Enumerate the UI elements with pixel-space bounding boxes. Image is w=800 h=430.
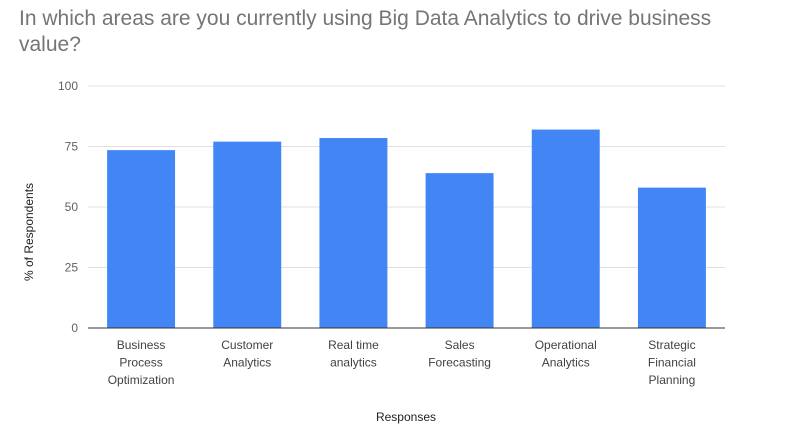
x-category-label-line: Financial (648, 356, 696, 370)
y-tick-label: 0 (71, 321, 78, 335)
bar (637, 187, 706, 328)
y-axis-title: % of Respondents (22, 183, 36, 281)
x-category-label-line: Sales (445, 338, 475, 352)
bar (319, 138, 388, 328)
x-category-label-line: Customer (221, 338, 273, 352)
y-axis-ticks: 0 25 50 75 100 (58, 79, 78, 335)
x-category-label: Sales Forecasting (428, 338, 491, 370)
x-category-label-line: Strategic (648, 338, 695, 352)
x-category-label: Customer Analytics (221, 338, 273, 370)
bar (425, 173, 494, 328)
x-category-label-line: Analytics (223, 356, 271, 370)
x-category-label-line: Analytics (542, 356, 590, 370)
x-category-label-line: analytics (330, 356, 377, 370)
bars (107, 129, 706, 328)
x-category-label-line: Optimization (108, 373, 175, 387)
x-category-label: Business Process Optimization (108, 338, 175, 387)
x-category-label: Real time analytics (328, 338, 379, 370)
bar (107, 150, 176, 328)
x-axis-title: Responses (376, 410, 436, 424)
x-category-label: Operational Analytics (535, 338, 597, 370)
x-category-label-line: Process (119, 356, 162, 370)
x-category-label: Strategic Financial Planning (648, 338, 696, 387)
bar (531, 129, 600, 328)
y-tick-label: 50 (65, 200, 79, 214)
y-tick-label: 100 (58, 79, 78, 93)
x-category-label-line: Forecasting (428, 356, 491, 370)
x-category-label-line: Planning (649, 373, 696, 387)
y-tick-label: 75 (65, 140, 79, 154)
x-category-label-line: Business (117, 338, 166, 352)
bar (213, 141, 282, 328)
x-axis-categories: Business Process Optimization Customer Analy… (108, 338, 696, 387)
x-category-label-line: Operational (535, 338, 597, 352)
gridlines (88, 85, 725, 268)
chart-title: In which areas are you currently using B… (19, 7, 712, 56)
x-category-label-line: Real time (328, 338, 379, 352)
y-tick-label: 25 (65, 261, 79, 275)
